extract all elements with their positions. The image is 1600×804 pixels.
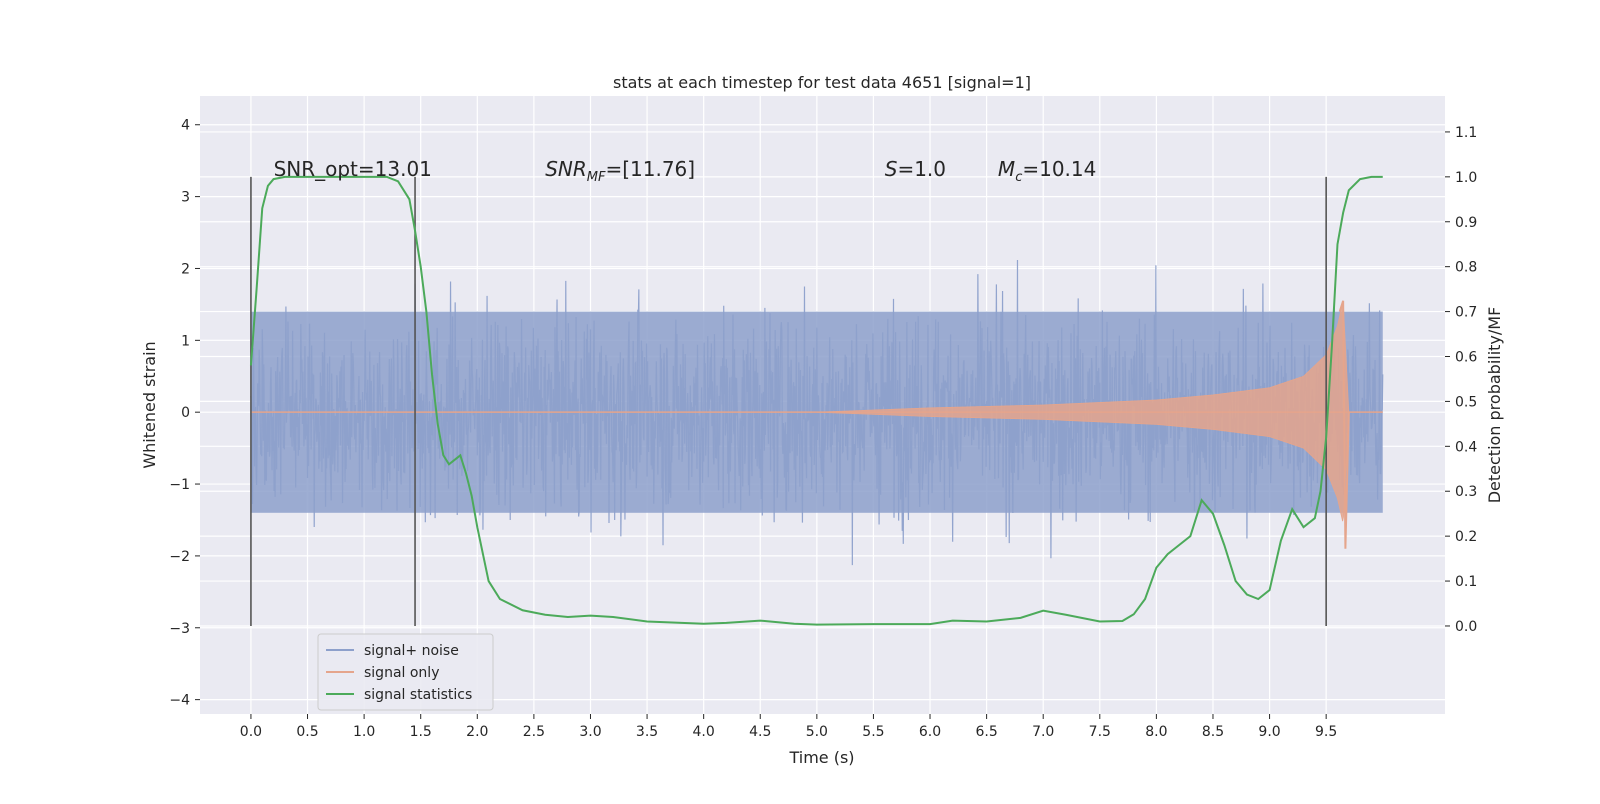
annotation-suffix: =1.0 [897, 157, 946, 181]
annotation-main: M [998, 157, 1015, 181]
y-right-tick-label: 0.0 [1455, 619, 1477, 635]
x-tick-label: 5.5 [862, 724, 884, 740]
y-axis-left-label: Whitened strain [140, 341, 159, 468]
annotation-main: S [885, 157, 898, 181]
y-right-tick-label: 0.5 [1455, 394, 1477, 410]
legend-label: signal+ noise [364, 643, 459, 659]
x-tick-label: 4.5 [749, 724, 771, 740]
series-signal-only-merger [1338, 300, 1350, 549]
y-right-tick-label: 1.1 [1455, 125, 1477, 141]
y-right-tick-label: 0.7 [1455, 305, 1477, 321]
x-tick-label: 2.5 [523, 724, 545, 740]
x-tick-label: 5.0 [806, 724, 828, 740]
y-right-tick-label: 0.6 [1455, 349, 1477, 365]
x-tick-label: 9.5 [1315, 724, 1337, 740]
annotation-main: SNR_opt=13.01 [274, 157, 432, 181]
legend-label: signal only [364, 665, 439, 681]
x-tick-label: 1.0 [353, 724, 375, 740]
y-left-tick-label: 1 [181, 333, 190, 349]
y-left-tick-label: 0 [181, 405, 190, 421]
x-tick-label: 6.0 [919, 724, 941, 740]
x-tick-label: 0.0 [240, 724, 262, 740]
x-axis-label: Time (s) [788, 748, 854, 767]
y-right-tick-label: 0.4 [1455, 439, 1477, 455]
annotation-text: SNRMF=[11.76] [545, 157, 695, 185]
x-tick-label: 3.5 [636, 724, 658, 740]
stat-layer [249, 175, 1383, 626]
series-signal-statistics-line [249, 175, 1383, 626]
annotation-text: S=1.0 [885, 157, 946, 181]
y-right-tick-label: 0.1 [1455, 574, 1477, 590]
legend-box [317, 633, 494, 711]
x-tick-label: 4.0 [693, 724, 715, 740]
legend: signal+ noise signal only signal statistic… [317, 633, 494, 711]
x-tick-label: 9.0 [1258, 724, 1280, 740]
y-left-tick-label: 2 [181, 261, 190, 277]
x-tick-label: 6.5 [975, 724, 997, 740]
annotation-suffix: =[11.76] [605, 157, 695, 181]
y-left-tick-label: 4 [181, 118, 190, 134]
y-right-tick-label: 0.3 [1455, 484, 1477, 500]
signal-layer [250, 300, 1383, 549]
x-tick-label: 7.5 [1089, 724, 1111, 740]
annotation-text: SNR_opt=13.01 [274, 157, 432, 181]
y-left-tick-label: −4 [169, 693, 190, 709]
annotation-text: Mc=10.14 [998, 157, 1096, 185]
x-tick-label: 1.5 [410, 724, 432, 740]
series-signal-noise-line [250, 259, 1384, 566]
y-right-tick-label: 0.2 [1455, 529, 1477, 545]
y-axis-right-label: Detection probability/MF [1485, 307, 1504, 504]
annotation-suffix: =10.14 [1022, 157, 1096, 181]
annotation-subscript: MF [587, 170, 606, 185]
marker-layer [250, 176, 1327, 626]
x-tick-label: 3.0 [579, 724, 601, 740]
x-tick-label: 8.0 [1145, 724, 1167, 740]
chart-title: stats at each timestep for test data 465… [613, 73, 1031, 92]
x-tick-label: 0.5 [296, 724, 318, 740]
y-right-tick-label: 1.0 [1455, 170, 1477, 186]
y-left-tick-label: −1 [169, 477, 190, 493]
x-tick-label: 7.0 [1032, 724, 1054, 740]
annotation-layer: SNR_opt=13.01 SNRMF=[11.76] S=1.0 Mc=10.14 [274, 157, 1097, 185]
y-left-tick-label: 3 [181, 190, 190, 206]
x-tick-label: 8.5 [1202, 724, 1224, 740]
annotation-subscript: c [1015, 170, 1022, 185]
legend-label: signal statistics [364, 687, 472, 703]
axis-layer: 0.0 0.5 1.0 1.5 2.0 2.5 3.0 3.5 4.0 4.5 5.0 5.5 6.0 6… [169, 118, 1477, 740]
y-left-tick-label: −2 [169, 549, 190, 565]
y-left-tick-label: −3 [169, 621, 190, 637]
y-right-tick-label: 0.8 [1455, 260, 1477, 276]
x-tick-label: 2.0 [466, 724, 488, 740]
y-right-tick-label: 0.9 [1455, 215, 1477, 231]
annotation-main: SNR [545, 157, 587, 181]
